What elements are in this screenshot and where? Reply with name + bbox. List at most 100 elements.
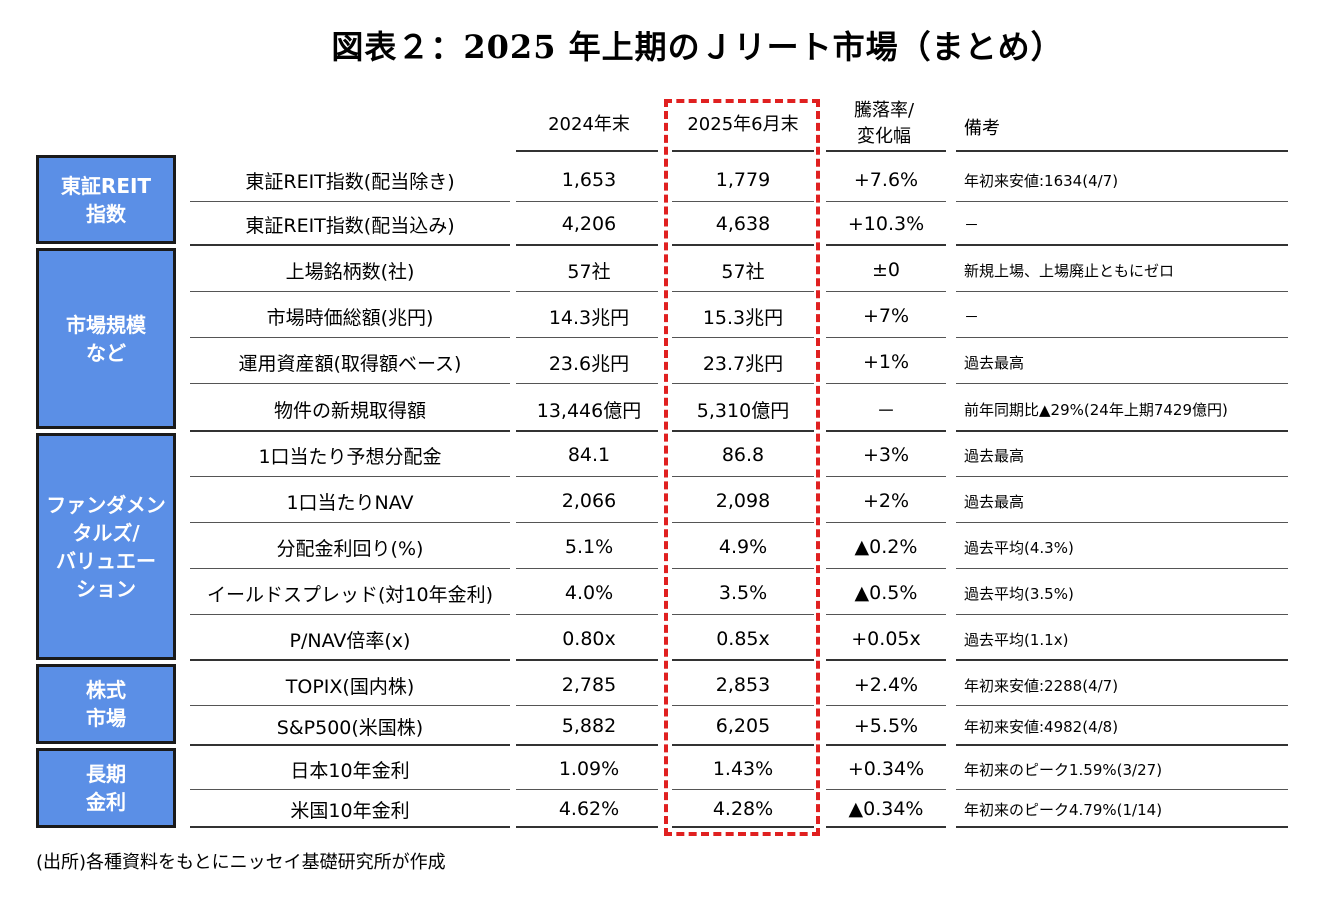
- row-rule: [956, 430, 1288, 432]
- row-rule: [190, 244, 510, 246]
- value-jun2025: 15.3兆円: [702, 306, 784, 329]
- row-rule: [190, 522, 510, 523]
- row-rule: [956, 568, 1288, 569]
- value-jun2025: 2,098: [715, 490, 771, 512]
- header-jun2025: 2025年6月末: [687, 114, 799, 135]
- header-change: 騰落率/ 変化幅: [824, 100, 944, 148]
- table-row: イールドスプレッド(対10年金利) 4.0% 3.5% ▲0.5% 過去平均(3.5%): [0, 571, 1330, 615]
- row-note: 過去平均(3.5%): [964, 584, 1074, 603]
- table-row: 米国10年金利 4.62% 4.28% ▲0.34% 年初来のピーク4.79%(1/14…: [0, 790, 1330, 828]
- row-rule: [956, 522, 1288, 523]
- row-name: 市場時価総額(兆円): [266, 306, 434, 329]
- row-rule: [516, 705, 658, 706]
- value-jun2025: 5,310億円: [696, 399, 790, 422]
- category-stock-market: 株式 市場: [36, 664, 176, 744]
- row-rule: [956, 201, 1288, 202]
- row-rule: [672, 705, 814, 706]
- row-rule: [826, 659, 946, 661]
- row-note: 年初来安値:4982(4/8): [964, 717, 1119, 736]
- value-end2024: 0.80x: [562, 628, 616, 650]
- row-rule: [826, 522, 946, 523]
- value-jun2025: 4.28%: [712, 798, 774, 820]
- row-rule: [672, 430, 814, 432]
- row-rule: [516, 614, 658, 615]
- table-row: P/NAV倍率(x) 0.80x 0.85x +0.05x 過去平均(1.1x): [0, 617, 1330, 661]
- table-row: 市場時価総額(兆円) 14.3兆円 15.3兆円 +7% －: [0, 294, 1330, 338]
- row-rule: [826, 789, 946, 790]
- row-name: 1口当たりNAV: [286, 491, 414, 514]
- row-note: 年初来安値:2288(4/7): [964, 676, 1119, 695]
- value-jun2025: 6,205: [715, 715, 771, 737]
- category-long-rates: 長期 金利: [36, 748, 176, 828]
- row-rule: [672, 476, 814, 477]
- table-row: 物件の新規取得額 13,446億円 5,310億円 － 前年同期比▲29%(24年上期7…: [0, 386, 1330, 432]
- row-note: 年初来のピーク1.59%(3/27): [964, 760, 1163, 779]
- table-row: 上場銘柄数(社) 57社 57社 ±0 新規上場、上場廃止ともにゼロ: [0, 248, 1330, 292]
- row-rule: [826, 744, 946, 746]
- row-rule: [516, 789, 658, 790]
- value-change: ±0: [871, 259, 900, 281]
- row-name: イールドスプレッド(対10年金利): [206, 583, 493, 606]
- value-change: －: [876, 399, 896, 422]
- value-jun2025: 1.43%: [712, 758, 774, 780]
- value-change: +2%: [862, 490, 910, 512]
- row-rule: [516, 291, 658, 292]
- row-note: 過去平均(4.3%): [964, 538, 1074, 557]
- row-rule: [516, 430, 658, 432]
- row-note: 過去最高: [964, 446, 1025, 465]
- row-rule: [516, 244, 658, 246]
- value-change: +7.6%: [853, 169, 919, 191]
- value-jun2025: 57社: [721, 260, 765, 283]
- row-rule: [672, 201, 814, 202]
- row-rule: [190, 614, 510, 615]
- value-end2024: 57社: [567, 260, 611, 283]
- row-rule: [672, 826, 814, 828]
- row-name: 日本10年金利: [290, 759, 410, 782]
- row-rule: [672, 337, 814, 338]
- row-note: 前年同期比▲29%(24年上期7429億円): [964, 400, 1228, 419]
- value-end2024: 2,785: [561, 674, 617, 696]
- value-end2024: 1.09%: [558, 758, 620, 780]
- row-name: 上場銘柄数(社): [285, 260, 415, 283]
- value-end2024: 5,882: [561, 715, 617, 737]
- header-rule: [826, 150, 946, 152]
- row-rule: [956, 659, 1288, 661]
- row-rule: [826, 614, 946, 615]
- value-change: +0.05x: [851, 628, 921, 650]
- row-rule: [826, 476, 946, 477]
- row-rule: [190, 826, 510, 828]
- value-change: +0.34%: [847, 758, 925, 780]
- row-name: 分配金利回り(%): [276, 537, 424, 560]
- row-note: 年初来のピーク4.79%(1/14): [964, 800, 1163, 819]
- value-end2024: 14.3兆円: [548, 306, 630, 329]
- row-name: 東証REIT指数(配当除き): [245, 170, 455, 193]
- table-row: 東証REIT指数(配当除き) 1,653 1,779 +7.6% 年初来安値:1634(…: [0, 158, 1330, 202]
- row-rule: [672, 659, 814, 661]
- row-name: TOPIX(国内株): [285, 675, 415, 698]
- row-rule: [672, 789, 814, 790]
- value-jun2025: 23.7兆円: [702, 352, 784, 375]
- row-name: P/NAV倍率(x): [289, 629, 411, 652]
- row-rule: [672, 383, 814, 384]
- value-change: ▲0.2%: [854, 536, 918, 558]
- row-rule: [516, 337, 658, 338]
- value-end2024: 23.6兆円: [548, 352, 630, 375]
- row-name: 米国10年金利: [290, 799, 410, 822]
- row-rule: [826, 705, 946, 706]
- row-rule: [956, 705, 1288, 706]
- row-rule: [826, 826, 946, 828]
- header-change-line1: 騰落率/: [853, 100, 915, 121]
- row-name: S&P500(米国株): [276, 716, 424, 739]
- table-row: 1口当たりNAV 2,066 2,098 +2% 過去最高: [0, 479, 1330, 523]
- value-change: +2.4%: [853, 674, 919, 696]
- value-end2024: 1,653: [561, 169, 617, 191]
- value-change: +3%: [862, 444, 910, 466]
- value-end2024: 4.0%: [564, 582, 614, 604]
- row-rule: [516, 659, 658, 661]
- value-change: ▲0.5%: [854, 582, 918, 604]
- row-note: －: [964, 215, 980, 234]
- row-rule: [956, 789, 1288, 790]
- row-name: 1口当たり予想分配金: [258, 445, 442, 468]
- row-rule: [672, 291, 814, 292]
- row-note: 年初来安値:1634(4/7): [964, 171, 1119, 190]
